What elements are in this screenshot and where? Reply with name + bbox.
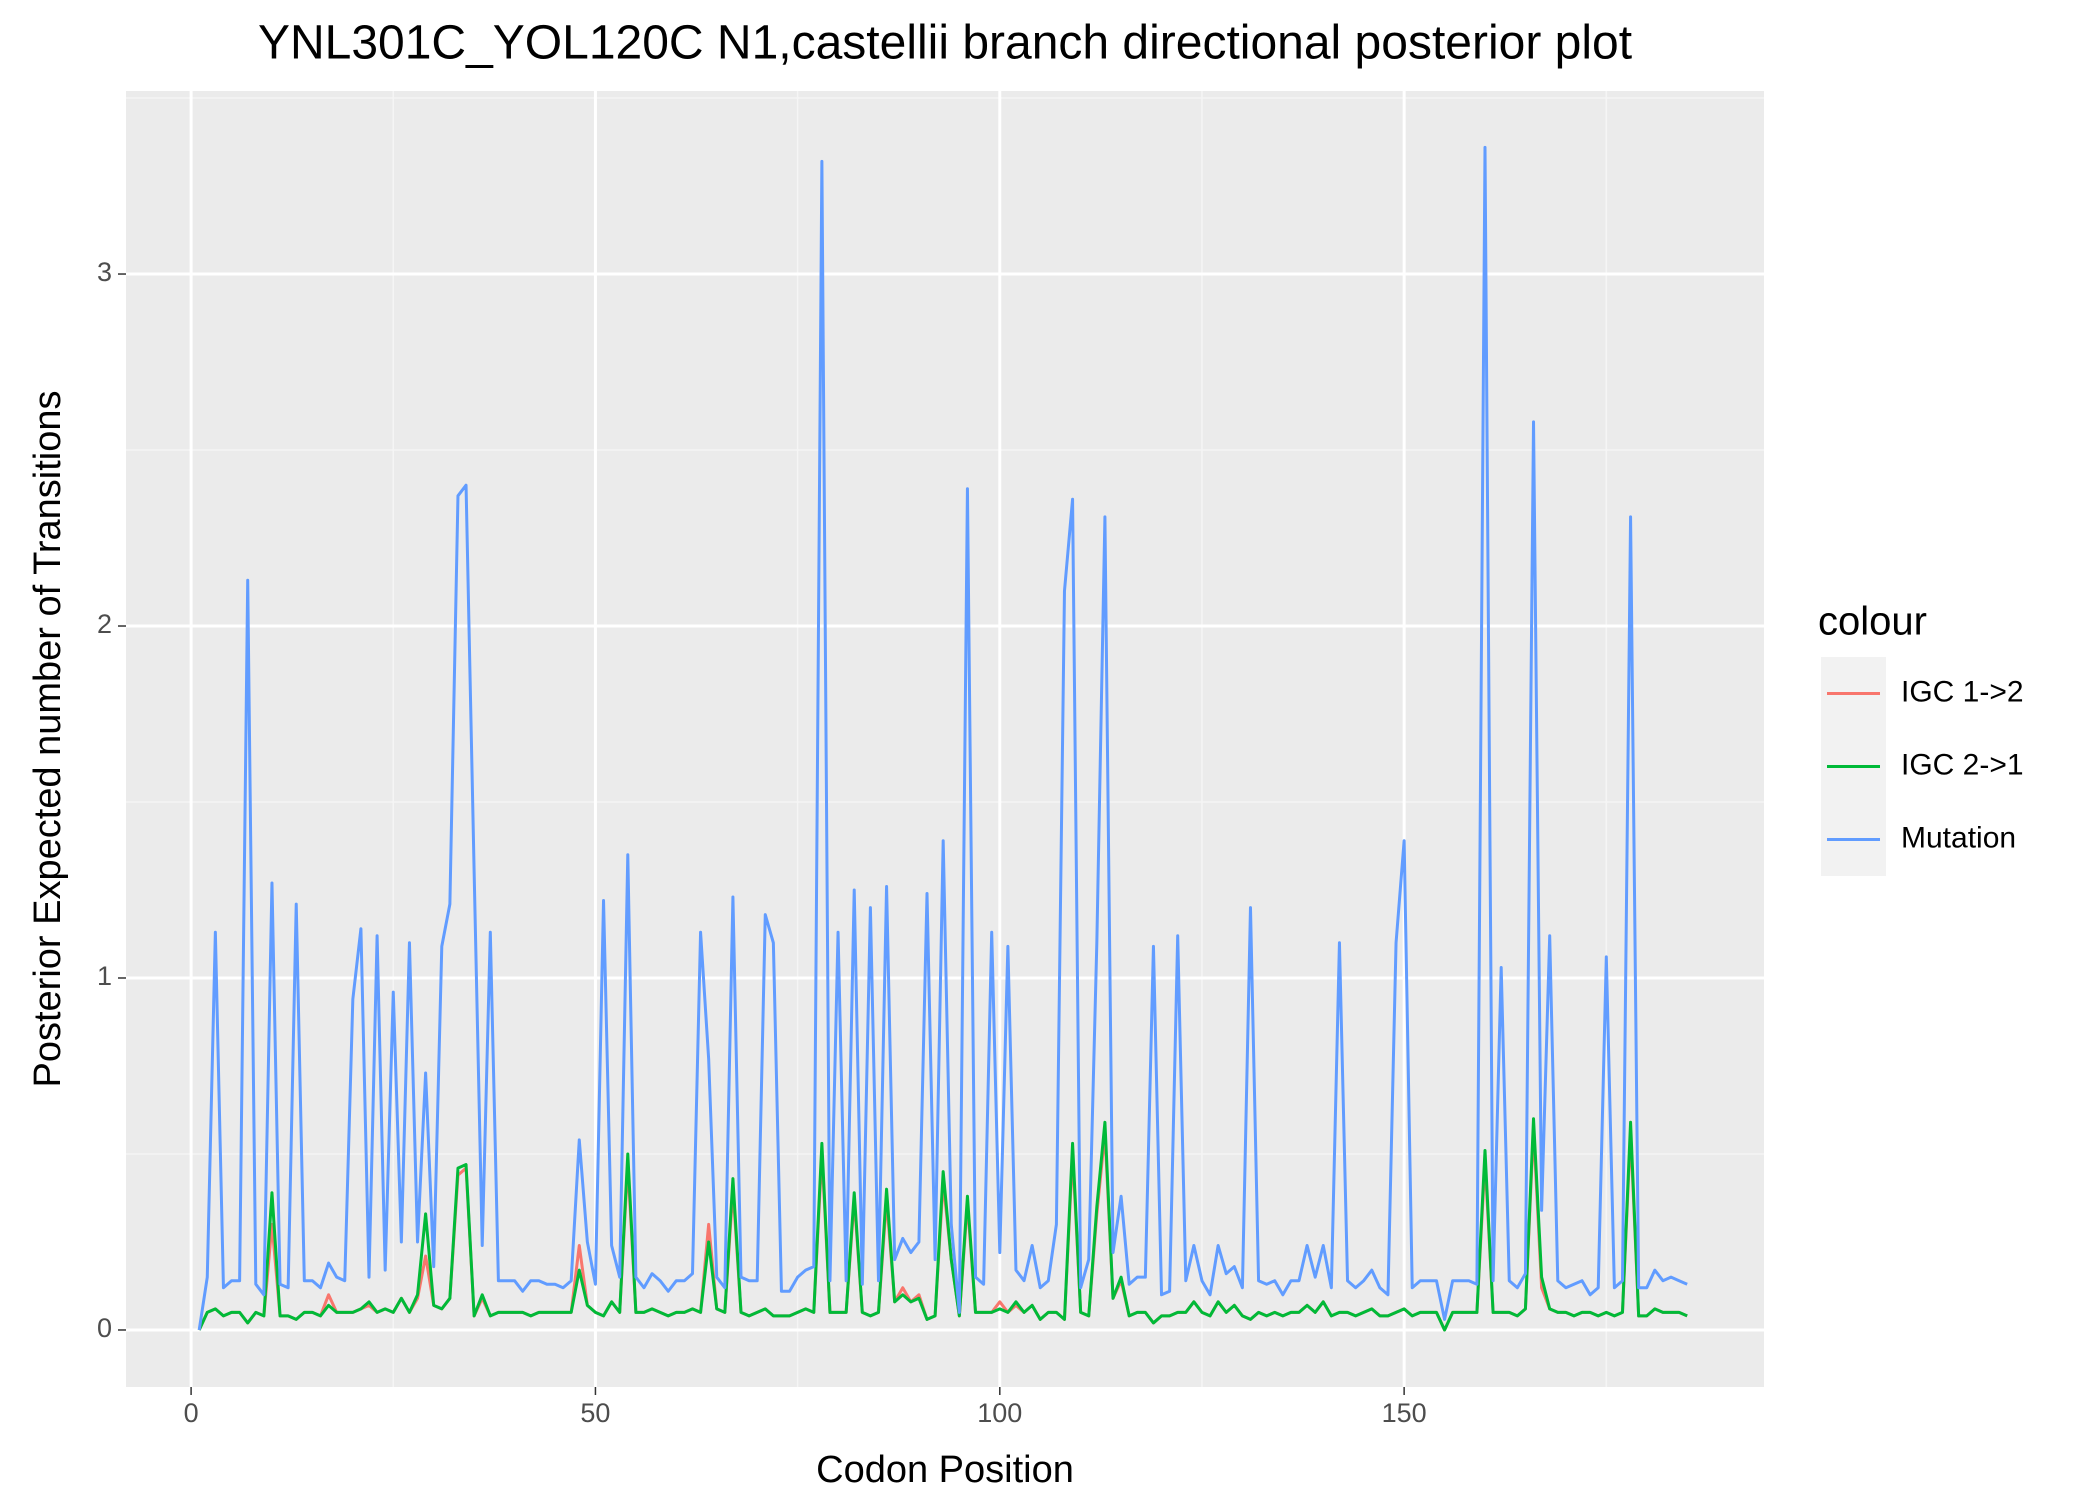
- y-tick-label: 0: [97, 1313, 112, 1343]
- x-tick-label: 0: [184, 1398, 199, 1428]
- x-tick-label: 100: [977, 1398, 1022, 1428]
- y-tick-label: 3: [97, 257, 112, 287]
- legend-label: IGC 2->1: [1901, 748, 2024, 781]
- legend-title: colour: [1818, 600, 1927, 644]
- y-tick-label: 1: [97, 961, 112, 991]
- chart-title: YNL301C_YOL120C N1,castellii branch dire…: [258, 17, 1632, 70]
- legend-label: IGC 1->2: [1901, 675, 2024, 708]
- series-line: [197, 1117, 1688, 1332]
- x-tick-label: 150: [1382, 1398, 1427, 1428]
- y-tick-label: 2: [97, 609, 112, 639]
- x-tick-label: 50: [580, 1398, 610, 1428]
- y-axis-title: Posterior Expected number of Transitions: [27, 390, 69, 1087]
- series-line: [197, 145, 1688, 1331]
- legend-label: Mutation: [1901, 821, 2016, 854]
- x-axis-title: Codon Position: [816, 1449, 1074, 1491]
